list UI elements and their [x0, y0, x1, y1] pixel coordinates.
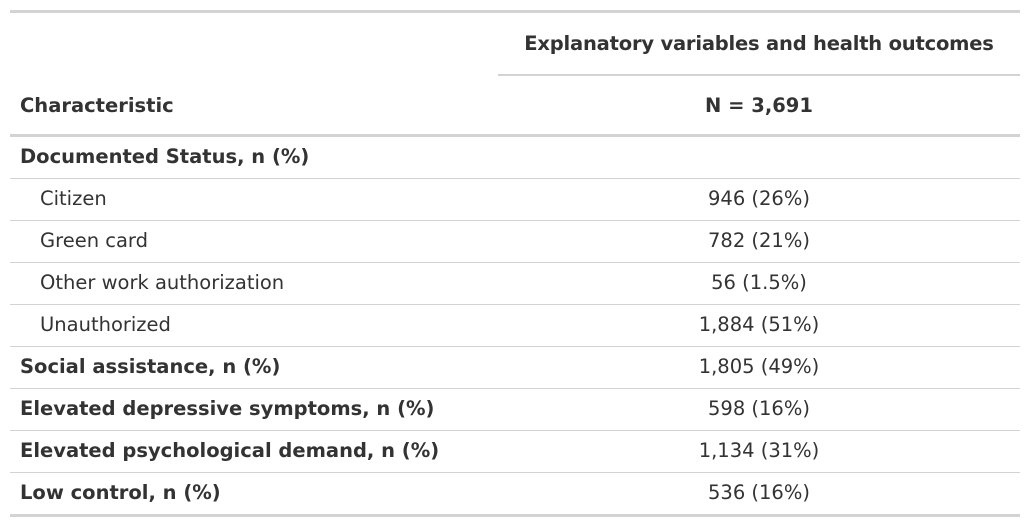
row-value: 536 (16%): [708, 481, 810, 504]
row-label: Unauthorized: [40, 313, 171, 336]
table-row-documented-status: Documented Status, n (%): [10, 137, 1020, 179]
characteristic-header: Characteristic: [20, 94, 174, 117]
table-row-unauthorized: Unauthorized 1,884 (51%): [10, 305, 1020, 347]
row-label: Documented Status, n (%): [20, 145, 310, 168]
row-value: 1,884 (51%): [698, 313, 820, 336]
table-top-rule: [10, 10, 1020, 13]
row-label: Elevated psychological demand, n (%): [20, 439, 440, 462]
table-row-depressive-symptoms: Elevated depressive symptoms, n (%) 598 …: [10, 389, 1020, 431]
row-label: Social assistance, n (%): [20, 355, 281, 378]
table-bottom-rule: [10, 514, 1020, 517]
row-value: 1,805 (49%): [698, 355, 820, 378]
column-header-row: Characteristic N = 3,691: [10, 75, 1020, 134]
row-value: 782 (21%): [708, 229, 810, 252]
row-label: Low control, n (%): [20, 481, 221, 504]
row-label: Citizen: [40, 187, 107, 210]
row-label: Green card: [40, 229, 148, 252]
spanner-rule: [498, 74, 1020, 76]
summary-table: Explanatory variables and health outcome…: [10, 10, 1020, 517]
row-value: 1,134 (31%): [698, 439, 820, 462]
row-value: 946 (26%): [708, 187, 810, 210]
n-header: N = 3,691: [705, 94, 813, 117]
row-value: 56 (1.5%): [711, 271, 807, 294]
header-rule: [10, 134, 1020, 137]
table-row-citizen: Citizen 946 (26%): [10, 179, 1020, 221]
table-row-psychological-demand: Elevated psychological demand, n (%) 1,1…: [10, 431, 1020, 473]
row-label: Elevated depressive symptoms, n (%): [20, 397, 435, 420]
spanner-header-row: Explanatory variables and health outcome…: [10, 13, 1020, 76]
table-row-other-work-authorization: Other work authorization 56 (1.5%): [10, 263, 1020, 305]
row-value: 598 (16%): [708, 397, 810, 420]
table-row-social-assistance: Social assistance, n (%) 1,805 (49%): [10, 347, 1020, 389]
row-label: Other work authorization: [40, 271, 285, 294]
table-row-low-control: Low control, n (%) 536 (16%): [10, 473, 1020, 514]
table-row-green-card: Green card 782 (21%): [10, 221, 1020, 263]
column-spanner-label: Explanatory variables and health outcome…: [524, 32, 994, 55]
